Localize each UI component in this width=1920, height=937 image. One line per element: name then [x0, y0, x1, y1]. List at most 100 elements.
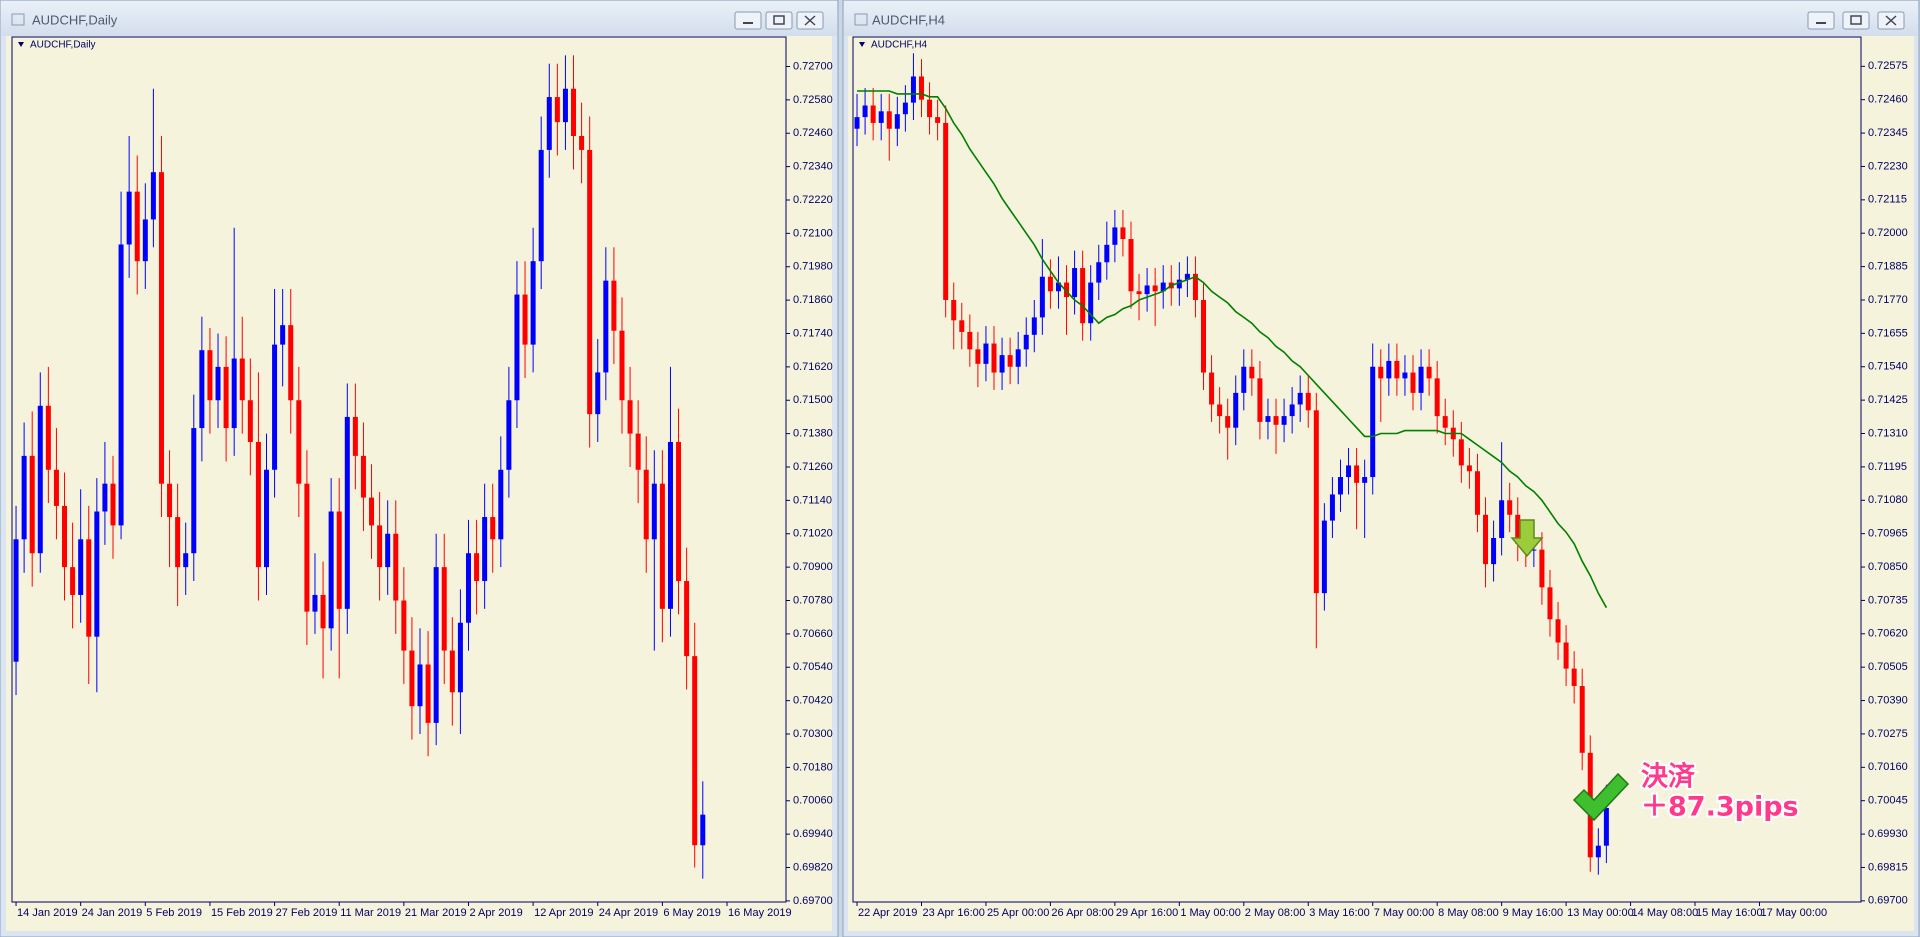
maximize-button[interactable]	[765, 11, 793, 30]
candle-body	[595, 372, 601, 415]
candle-body	[1047, 276, 1053, 292]
candle-body	[1378, 366, 1384, 379]
y-tick-label: 0.70965	[1868, 528, 1908, 540]
candle-body	[263, 469, 270, 568]
candle-body	[1217, 404, 1223, 417]
candle-body	[110, 483, 116, 526]
candle-body	[409, 650, 415, 707]
candle-body	[975, 349, 981, 364]
x-tick-label: 22 Apr 2019	[858, 907, 917, 919]
candle-body	[1337, 477, 1343, 495]
candle-body	[1458, 439, 1464, 466]
candle-body	[304, 483, 310, 612]
candle-body	[1370, 366, 1376, 478]
candle-body	[1410, 372, 1416, 393]
candle-body	[967, 331, 973, 350]
candle-body	[643, 469, 649, 540]
candle-body	[579, 136, 585, 150]
minimize-button[interactable]	[1807, 11, 1835, 30]
candle-body	[175, 517, 181, 568]
candle-body	[1039, 276, 1045, 318]
candle-body	[158, 172, 164, 484]
y-tick-label: 0.70735	[1868, 594, 1908, 606]
y-tick-label: 0.72345	[1868, 127, 1908, 139]
candle-body	[1209, 372, 1215, 405]
y-tick-label: 0.72220	[793, 194, 833, 206]
x-tick-label: 15 Feb 2019	[211, 907, 273, 919]
candle-body	[1257, 378, 1263, 422]
y-tick-label: 0.70420	[793, 695, 833, 707]
y-tick-label: 0.69700	[793, 895, 833, 907]
candle-body	[215, 366, 221, 401]
y-tick-label: 0.71620	[793, 361, 833, 373]
candle-body	[360, 455, 366, 498]
y-tick-label: 0.69700	[1868, 895, 1908, 907]
candle-body	[1313, 410, 1319, 594]
candle-body	[603, 280, 609, 373]
title-bar	[844, 1, 1918, 36]
candle-body	[659, 483, 665, 609]
candle-body	[393, 533, 399, 601]
x-tick-label: 3 May 16:00	[1309, 907, 1370, 919]
candle-body	[377, 525, 383, 568]
candle-body	[1563, 642, 1569, 669]
maximize-button[interactable]	[1842, 11, 1870, 30]
candle-body	[1499, 500, 1505, 539]
overlay: 決済 ＋87.3pips	[1510, 519, 1801, 825]
x-tick-label: 24 Apr 2019	[599, 907, 658, 919]
plot-frame	[11, 36, 787, 903]
candle-body	[247, 400, 253, 442]
y-tick-label: 0.72460	[1868, 94, 1908, 106]
candle-body	[62, 505, 68, 568]
candle-body	[118, 244, 124, 526]
y-tick-label: 0.70045	[1868, 795, 1908, 807]
menu-triangle	[859, 42, 865, 47]
candle-body	[1152, 285, 1158, 292]
y-tick-label: 0.71655	[1868, 327, 1908, 339]
y-tick-label: 0.71860	[793, 294, 833, 306]
menu-triangle	[18, 42, 24, 47]
candle-body	[1096, 262, 1102, 283]
candle-body	[854, 117, 860, 129]
candle-body	[538, 149, 544, 262]
minimize-button[interactable]	[734, 11, 762, 30]
y-tick-label: 0.72340	[793, 161, 833, 173]
y-tick-label: 0.69940	[793, 828, 833, 840]
candle-body	[571, 88, 577, 137]
candle-body	[611, 280, 617, 331]
x-tick-label: 2 Apr 2019	[469, 907, 522, 919]
candle-body	[1571, 668, 1577, 687]
candle-body	[441, 567, 447, 651]
candle-body	[21, 455, 27, 540]
candle-body	[272, 344, 278, 470]
candle-body	[29, 455, 35, 554]
candle-body	[296, 400, 302, 484]
x-tick-label: 27 Feb 2019	[276, 907, 338, 919]
y-tick-label: 0.71885	[1868, 261, 1908, 273]
candle-body	[886, 111, 892, 129]
x-tick-label: 24 Jan 2019	[82, 907, 143, 919]
y-tick-label: 0.71980	[793, 261, 833, 273]
candle-body	[1595, 845, 1601, 858]
candle-body	[223, 366, 229, 429]
candle-body	[142, 219, 148, 262]
maximize-glyph	[1850, 15, 1862, 25]
x-tick-label: 17 May 00:00	[1760, 907, 1827, 919]
y-tick-label: 0.71540	[1868, 361, 1908, 373]
x-tick-label: 8 May 08:00	[1438, 907, 1499, 919]
candle-body	[183, 553, 189, 568]
y-tick-label: 0.72575	[1868, 60, 1908, 72]
window-title: AUDCHF,H4	[872, 12, 945, 27]
candle-body	[959, 320, 965, 332]
candle-body	[676, 441, 682, 582]
y-tick-label: 0.72700	[793, 60, 833, 72]
y-tick-label: 0.70505	[1868, 661, 1908, 673]
y-tick-label: 0.69930	[1868, 828, 1908, 840]
y-tick-label: 0.70850	[1868, 561, 1908, 573]
candle-body	[991, 343, 997, 373]
candle-body	[1128, 239, 1134, 292]
candle-body	[1192, 273, 1198, 300]
y-tick-label: 0.71310	[1868, 427, 1908, 439]
maximize-glyph	[773, 15, 785, 25]
candle-body	[78, 539, 84, 595]
